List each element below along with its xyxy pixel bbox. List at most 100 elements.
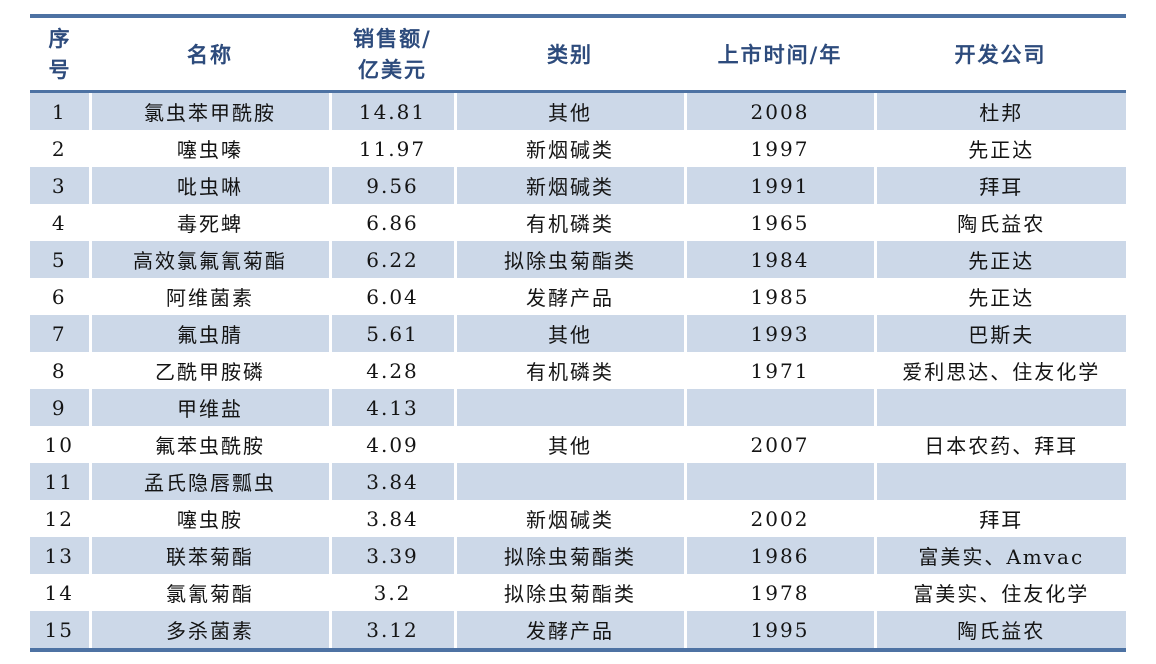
cell-sales: 4.28	[330, 352, 457, 389]
cell-year: 1984	[685, 241, 877, 278]
cell-index: 12	[30, 500, 92, 537]
cell-sales: 9.56	[330, 167, 457, 204]
cell-year: 2008	[685, 91, 877, 130]
cell-category: 发酵产品	[455, 278, 687, 315]
cell-sales: 14.81	[330, 91, 457, 130]
cell-developer: 拜耳	[875, 167, 1126, 204]
cell-developer: 爱利思达、住友化学	[875, 352, 1126, 389]
cell-index: 13	[30, 537, 92, 574]
cell-year: 1993	[685, 315, 877, 352]
cell-developer: 日本农药、拜耳	[875, 426, 1126, 463]
table-row: 15 多杀菌素 3.12 发酵产品 1995 陶氏益农	[30, 611, 1126, 650]
header-label: 序	[48, 26, 72, 51]
cell-developer: 陶氏益农	[875, 204, 1126, 241]
cell-sales: 6.04	[330, 278, 457, 315]
header-label: 销售额/	[353, 26, 432, 51]
cell-sales: 5.61	[330, 315, 457, 352]
cell-sales: 3.84	[330, 500, 457, 537]
cell-name: 甲维盐	[90, 389, 332, 426]
cell-index: 7	[30, 315, 92, 352]
cell-developer: 拜耳	[875, 500, 1126, 537]
cell-developer: 先正达	[875, 278, 1126, 315]
table-row: 10 氟苯虫酰胺 4.09 其他 2007 日本农药、拜耳	[30, 426, 1126, 463]
cell-sales: 6.86	[330, 204, 457, 241]
cell-year: 1978	[685, 574, 877, 611]
cell-name: 氟苯虫酰胺	[90, 426, 332, 463]
cell-category	[455, 389, 687, 426]
cell-sales: 4.09	[330, 426, 457, 463]
cell-year	[685, 389, 877, 426]
cell-sales: 3.84	[330, 463, 457, 500]
cell-index: 6	[30, 278, 92, 315]
table-body: 1 氯虫苯甲酰胺 14.81 其他 2008 杜邦 2 噻虫嗪 11.97 新烟碱类 1997 先正达…	[30, 91, 1126, 650]
table-row: 12 噻虫胺 3.84 新烟碱类 2002 拜耳	[30, 500, 1126, 537]
column-header-sales: 销售额/ 亿美元	[330, 16, 455, 93]
table-row: 11 孟氏隐唇瓢虫 3.84	[30, 463, 1126, 500]
cell-developer	[875, 389, 1126, 426]
table-row: 4 毒死蜱 6.86 有机磷类 1965 陶氏益农	[30, 204, 1126, 241]
cell-developer: 先正达	[875, 241, 1126, 278]
cell-year: 2002	[685, 500, 877, 537]
cell-developer: 富美实、Amvac	[875, 537, 1126, 574]
cell-name: 高效氯氟氰菊酯	[90, 241, 332, 278]
cell-category: 新烟碱类	[455, 130, 687, 167]
header-label: 亿美元	[358, 57, 427, 82]
cell-category: 新烟碱类	[455, 167, 687, 204]
cell-category: 其他	[455, 91, 687, 130]
cell-name: 噻虫嗪	[90, 130, 332, 167]
table-row: 6 阿维菌素 6.04 发酵产品 1985 先正达	[30, 278, 1126, 315]
cell-name: 多杀菌素	[90, 611, 332, 650]
cell-sales: 3.12	[330, 611, 457, 650]
cell-year: 2007	[685, 426, 877, 463]
cell-sales: 4.13	[330, 389, 457, 426]
cell-name: 阿维菌素	[90, 278, 332, 315]
cell-sales: 3.39	[330, 537, 457, 574]
header-row: 序 号 名称 销售额/ 亿美元 类别 上市时间/年	[30, 16, 1126, 93]
cell-year: 1971	[685, 352, 877, 389]
column-header-name: 名称	[90, 16, 330, 93]
column-header-developer: 开发公司	[875, 16, 1126, 93]
cell-index: 8	[30, 352, 92, 389]
cell-year: 1995	[685, 611, 877, 650]
cell-year: 1985	[685, 278, 877, 315]
cell-year: 1986	[685, 537, 877, 574]
insecticide-sales-table: 序 号 名称 销售额/ 亿美元 类别 上市时间/年	[30, 14, 1126, 652]
cell-name: 孟氏隐唇瓢虫	[90, 463, 332, 500]
cell-developer: 富美实、住友化学	[875, 574, 1126, 611]
cell-category: 其他	[455, 426, 687, 463]
header-label: 类别	[547, 41, 593, 67]
cell-index: 2	[30, 130, 92, 167]
table-row: 2 噻虫嗪 11.97 新烟碱类 1997 先正达	[30, 130, 1126, 167]
cell-index: 14	[30, 574, 92, 611]
cell-name: 噻虫胺	[90, 500, 332, 537]
cell-developer: 巴斯夫	[875, 315, 1126, 352]
cell-name: 毒死蜱	[90, 204, 332, 241]
cell-index: 1	[30, 91, 92, 130]
table-row: 1 氯虫苯甲酰胺 14.81 其他 2008 杜邦	[30, 91, 1126, 130]
cell-category: 其他	[455, 315, 687, 352]
header-label: 号	[48, 57, 72, 82]
cell-index: 10	[30, 426, 92, 463]
cell-category: 拟除虫菊酯类	[455, 241, 687, 278]
table-row: 7 氟虫腈 5.61 其他 1993 巴斯夫	[30, 315, 1126, 352]
cell-name: 氯虫苯甲酰胺	[90, 91, 332, 130]
table-header: 序 号 名称 销售额/ 亿美元 类别 上市时间/年	[30, 16, 1126, 93]
insecticide-sales-table-wrap: 序 号 名称 销售额/ 亿美元 类别 上市时间/年	[30, 14, 1126, 652]
table-row: 14 氯氰菊酯 3.2 拟除虫菊酯类 1978 富美实、住友化学	[30, 574, 1126, 611]
cell-name: 联苯菊酯	[90, 537, 332, 574]
table-row: 13 联苯菊酯 3.39 拟除虫菊酯类 1986 富美实、Amvac	[30, 537, 1126, 574]
cell-year: 1997	[685, 130, 877, 167]
cell-name: 吡虫啉	[90, 167, 332, 204]
cell-developer: 杜邦	[875, 91, 1126, 130]
table-row: 5 高效氯氟氰菊酯 6.22 拟除虫菊酯类 1984 先正达	[30, 241, 1126, 278]
cell-year: 1991	[685, 167, 877, 204]
column-header-year: 上市时间/年	[685, 16, 875, 93]
cell-category: 发酵产品	[455, 611, 687, 650]
cell-developer	[875, 463, 1126, 500]
cell-sales: 11.97	[330, 130, 457, 167]
cell-name: 氟虫腈	[90, 315, 332, 352]
cell-index: 3	[30, 167, 92, 204]
cell-index: 11	[30, 463, 92, 500]
cell-index: 15	[30, 611, 92, 650]
cell-developer: 陶氏益农	[875, 611, 1126, 650]
